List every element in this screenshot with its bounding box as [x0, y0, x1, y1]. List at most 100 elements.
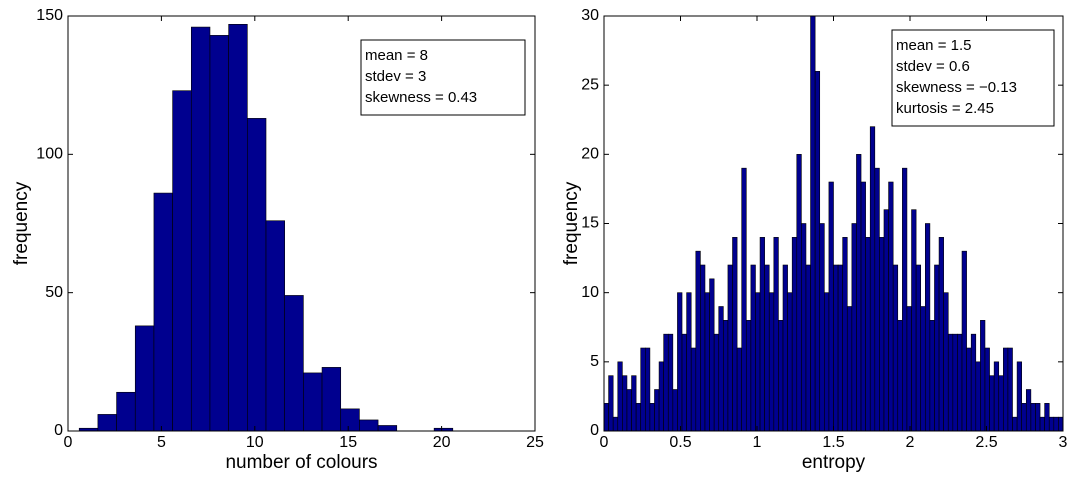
bar: [984, 347, 990, 432]
bar: [667, 333, 674, 432]
stats-line: mean = 8: [365, 47, 428, 64]
bar: [993, 361, 1000, 432]
bar: [1021, 403, 1027, 432]
bar: [134, 325, 155, 432]
bar: [851, 223, 857, 432]
x-tick-label: 5: [157, 434, 166, 451]
bar: [860, 181, 866, 432]
x-axis-label: entropy: [802, 452, 866, 473]
bar: [1035, 403, 1041, 432]
stats-line: skewness = −0.13: [896, 79, 1017, 96]
bar: [856, 154, 862, 432]
bar: [603, 403, 609, 432]
bar: [1048, 416, 1055, 432]
bar: [883, 209, 889, 432]
bar: [846, 306, 853, 432]
bar: [865, 237, 871, 432]
bar: [888, 181, 894, 432]
bar: [654, 389, 660, 432]
bar: [902, 167, 908, 432]
y-tick-label: 100: [36, 146, 63, 163]
bar: [672, 389, 678, 432]
chart: 0 0.5 1 1.5 2 2.5 3051015202530entropyfrequenc…: [561, 7, 1068, 473]
bar: [1039, 416, 1045, 432]
bar: [980, 320, 986, 432]
stats-box-frame: [360, 39, 526, 116]
x-tick-label: 1.5: [822, 434, 844, 451]
bar: [879, 237, 885, 432]
bar: [284, 295, 304, 432]
bar: [700, 264, 706, 432]
stats-line: skewness = 0.43: [365, 89, 477, 106]
bar: [1007, 347, 1013, 432]
bar: [321, 367, 342, 432]
bar: [658, 361, 664, 432]
bar: [340, 408, 360, 432]
bar: [814, 71, 821, 432]
x-tick-label: 0: [64, 434, 73, 451]
x-tick-label: 2: [906, 434, 915, 451]
bar: [828, 181, 834, 432]
bar: [228, 23, 248, 432]
bar: [608, 375, 614, 432]
y-axis-label: frequency: [561, 181, 582, 265]
bar: [1053, 416, 1059, 432]
bar: [989, 375, 995, 432]
x-axis-label: number of colours: [225, 452, 377, 473]
x-tick-label: 2.5: [975, 434, 997, 451]
bar: [1016, 361, 1022, 432]
bar: [975, 361, 981, 432]
bar: [1030, 403, 1036, 432]
bar: [745, 320, 752, 432]
y-tick-label: 0: [590, 422, 599, 439]
bar: [663, 333, 669, 432]
bar: [723, 320, 729, 432]
x-tick-label: 10: [246, 434, 264, 451]
bar: [934, 264, 940, 432]
bar: [755, 292, 761, 432]
bar: [906, 306, 912, 432]
bar: [247, 118, 267, 432]
bar: [764, 264, 770, 432]
bar: [718, 306, 724, 432]
bar: [209, 35, 229, 432]
y-tick-label: 25: [581, 76, 599, 93]
bar: [833, 264, 839, 432]
stats-line: stdev = 3: [365, 68, 426, 85]
bar: [943, 292, 949, 432]
bar: [791, 237, 798, 432]
bar: [778, 320, 784, 432]
bar: [911, 209, 917, 432]
stats-line: stdev = 0.6: [896, 58, 970, 75]
bar: [998, 375, 1004, 432]
bar: [929, 320, 935, 432]
bar: [796, 154, 802, 432]
bar: [805, 264, 811, 432]
bar: [736, 347, 742, 432]
bar: [690, 347, 697, 432]
stats-line: mean = 1.5: [896, 37, 971, 54]
bar: [97, 414, 117, 432]
bar: [759, 237, 765, 432]
bar: [1003, 347, 1009, 432]
bar: [741, 167, 747, 432]
bar: [810, 15, 816, 432]
bar: [915, 264, 922, 432]
bar: [617, 361, 623, 432]
bar: [947, 333, 954, 432]
bar: [677, 292, 683, 432]
y-tick-label: 15: [581, 215, 599, 232]
y-tick-label: 150: [36, 7, 63, 24]
y-tick-label: 50: [45, 284, 63, 301]
bar: [303, 372, 323, 432]
y-tick-label: 5: [590, 353, 599, 370]
bar: [1025, 389, 1032, 432]
bar: [635, 403, 642, 432]
bar: [612, 416, 619, 432]
bar: [801, 223, 807, 432]
bar: [897, 320, 903, 432]
bar: [892, 264, 899, 432]
bar: [626, 389, 632, 432]
x-tick-label: 1: [753, 434, 762, 451]
